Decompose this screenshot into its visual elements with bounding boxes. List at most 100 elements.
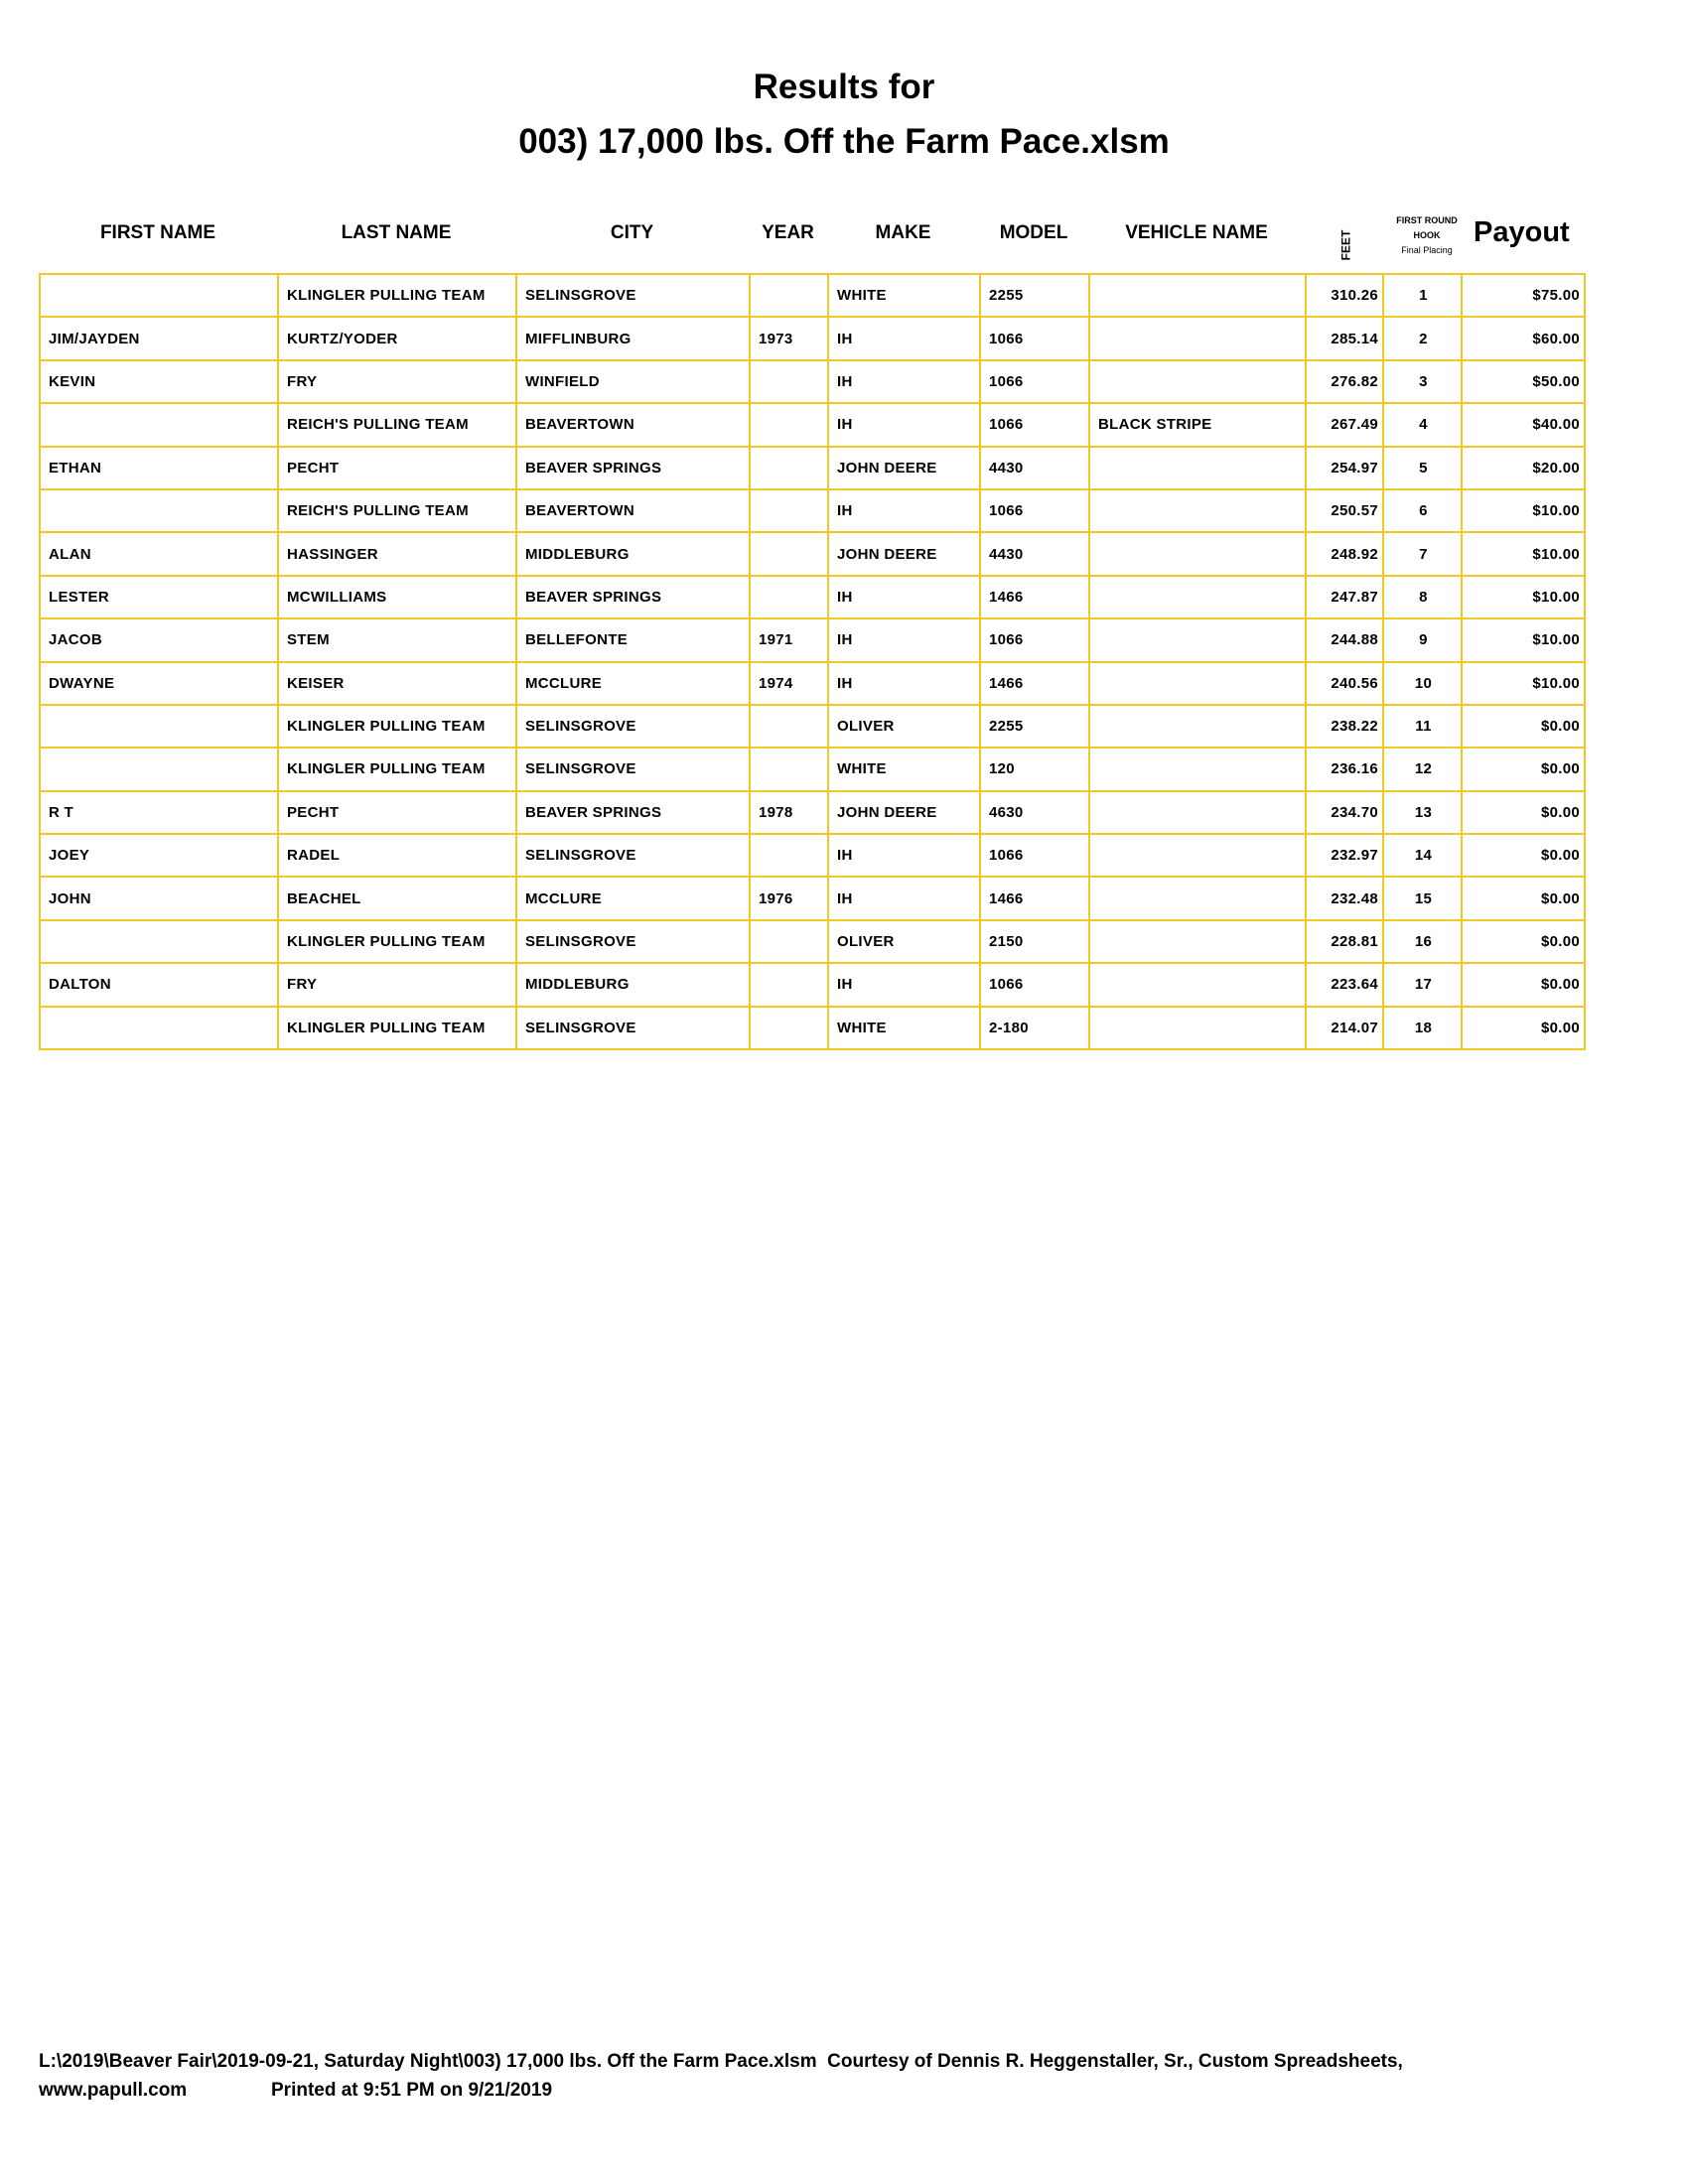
cell-payout: $60.00 — [1461, 316, 1586, 361]
cell-last-name: PECHT — [277, 789, 517, 836]
header-feet: FEET — [1338, 229, 1353, 261]
table-row: DALTON FRY MIDDLEBURG IH 1066 223.64 17 $0.00 — [39, 962, 1586, 1008]
cell-year — [749, 918, 829, 965]
cell-last-name: KLINGLER PULLING TEAM — [277, 272, 517, 319]
cell-vehicle-name: BLACK STRIPE — [1088, 402, 1307, 448]
cell-payout: $10.00 — [1461, 531, 1586, 577]
cell-placing: 8 — [1382, 574, 1463, 620]
cell-placing: 18 — [1382, 1005, 1463, 1051]
cell-payout: $10.00 — [1461, 574, 1586, 620]
cell-payout: $40.00 — [1461, 402, 1586, 448]
cell-model: 1066 — [979, 617, 1090, 663]
title-line-2: 003) 17,000 lbs. Off the Farm Pace.xlsm — [518, 122, 1170, 161]
cell-first-name: DALTON — [39, 962, 279, 1008]
cell-last-name: KLINGLER PULLING TEAM — [277, 703, 517, 750]
cell-model: 1466 — [979, 574, 1090, 620]
cell-placing: 10 — [1382, 660, 1463, 706]
cell-city: BEAVER SPRINGS — [515, 789, 751, 836]
table-row: LESTER MCWILLIAMS BEAVER SPRINGS IH 1466 247.… — [39, 574, 1586, 620]
cell-placing: 15 — [1382, 876, 1463, 921]
cell-model: 1066 — [979, 487, 1090, 534]
table-row: REICH'S PULLING TEAM BEAVERTOWN IH 1066 BLAC… — [39, 402, 1586, 448]
cell-first-name — [39, 918, 279, 965]
cell-make: WHITE — [827, 1005, 981, 1051]
cell-payout: $0.00 — [1461, 918, 1586, 965]
header-year: YEAR — [762, 222, 814, 243]
table-row: REICH'S PULLING TEAM BEAVERTOWN IH 1066 250.… — [39, 487, 1586, 534]
cell-model: 4430 — [979, 531, 1090, 577]
cell-model: 4630 — [979, 789, 1090, 836]
cell-first-name: ALAN — [39, 531, 279, 577]
cell-first-name — [39, 703, 279, 750]
cell-vehicle-name — [1088, 316, 1307, 361]
cell-city: MIDDLEBURG — [515, 531, 751, 577]
cell-feet: 244.88 — [1305, 617, 1384, 663]
header-hook-line2: HOOK — [1413, 230, 1441, 240]
cell-first-name — [39, 747, 279, 792]
cell-vehicle-name — [1088, 833, 1307, 879]
cell-placing: 9 — [1382, 617, 1463, 663]
cell-year — [749, 358, 829, 405]
cell-year — [749, 962, 829, 1008]
cell-make: WHITE — [827, 272, 981, 319]
cell-payout: $0.00 — [1461, 703, 1586, 750]
cell-model: 1066 — [979, 833, 1090, 879]
cell-make: IH — [827, 833, 981, 879]
cell-placing: 12 — [1382, 747, 1463, 792]
cell-first-name — [39, 272, 279, 319]
cell-model: 1066 — [979, 962, 1090, 1008]
cell-last-name: KLINGLER PULLING TEAM — [277, 918, 517, 965]
cell-last-name: FRY — [277, 358, 517, 405]
cell-feet: 276.82 — [1305, 358, 1384, 405]
cell-feet: 267.49 — [1305, 402, 1384, 448]
cell-payout: $10.00 — [1461, 487, 1586, 534]
cell-year — [749, 574, 829, 620]
cell-city: SELINSGROVE — [515, 747, 751, 792]
table-row: ETHAN PECHT BEAVER SPRINGS JOHN DEERE 4430 25… — [39, 445, 1586, 490]
cell-vehicle-name — [1088, 487, 1307, 534]
cell-first-name — [39, 487, 279, 534]
cell-payout: $20.00 — [1461, 445, 1586, 490]
cell-placing: 16 — [1382, 918, 1463, 965]
cell-make: IH — [827, 962, 981, 1008]
cell-feet: 285.14 — [1305, 316, 1384, 361]
cell-make: IH — [827, 617, 981, 663]
cell-first-name: R T — [39, 789, 279, 836]
cell-placing: 5 — [1382, 445, 1463, 490]
cell-year — [749, 703, 829, 750]
table-row: JOEY RADEL SELINSGROVE IH 1066 232.97 14 $0.00 — [39, 833, 1586, 879]
cell-feet: 228.81 — [1305, 918, 1384, 965]
cell-payout: $0.00 — [1461, 876, 1586, 921]
cell-last-name: FRY — [277, 962, 517, 1008]
header-model: MODEL — [999, 222, 1068, 243]
cell-last-name: RADEL — [277, 833, 517, 879]
cell-model: 4430 — [979, 445, 1090, 490]
cell-make: WHITE — [827, 747, 981, 792]
cell-vehicle-name — [1088, 747, 1307, 792]
cell-payout: $50.00 — [1461, 358, 1586, 405]
cell-model: 1066 — [979, 402, 1090, 448]
footer-printed: Printed at 9:51 PM on 9/21/2019 — [271, 2080, 553, 2101]
cell-last-name: HASSINGER — [277, 531, 517, 577]
results-table: KLINGLER PULLING TEAM SELINSGROVE WHITE 225… — [39, 272, 1586, 1051]
cell-make: IH — [827, 487, 981, 534]
table-row: KLINGLER PULLING TEAM SELINSGROVE OLIVER 21… — [39, 918, 1586, 965]
cell-last-name: MCWILLIAMS — [277, 574, 517, 620]
cell-placing: 4 — [1382, 402, 1463, 448]
cell-last-name: BEACHEL — [277, 876, 517, 921]
cell-feet: 234.70 — [1305, 789, 1384, 836]
table-row: KLINGLER PULLING TEAM SELINSGROVE WHITE 120… — [39, 747, 1586, 792]
cell-last-name: KURTZ/YODER — [277, 316, 517, 361]
cell-model: 2150 — [979, 918, 1090, 965]
table-row: JACOB STEM BELLEFONTE 1971 IH 1066 244.88 9 $10.… — [39, 617, 1586, 663]
cell-year: 1973 — [749, 316, 829, 361]
cell-city: SELINSGROVE — [515, 918, 751, 965]
cell-last-name: STEM — [277, 617, 517, 663]
cell-payout: $0.00 — [1461, 962, 1586, 1008]
cell-feet: 223.64 — [1305, 962, 1384, 1008]
cell-city: SELINSGROVE — [515, 1005, 751, 1051]
cell-city: MCCLURE — [515, 876, 751, 921]
cell-placing: 14 — [1382, 833, 1463, 879]
header-payout: Payout — [1474, 216, 1570, 248]
cell-vehicle-name — [1088, 272, 1307, 319]
